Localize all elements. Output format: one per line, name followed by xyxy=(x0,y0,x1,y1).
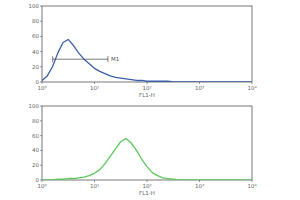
y-tick-label: 40 xyxy=(32,147,39,153)
y-tick-label: 20 xyxy=(32,64,39,70)
y-tick-label: 80 xyxy=(32,18,39,24)
x-tick xyxy=(147,180,148,182)
x-tick xyxy=(42,82,43,84)
x-tick xyxy=(199,180,200,182)
histogram-line xyxy=(42,139,252,180)
x-axis-label: FL1-H xyxy=(139,92,155,98)
x-tick xyxy=(94,180,95,182)
y-tick xyxy=(40,6,42,7)
x-tick xyxy=(94,82,95,84)
x-tick-label: 10⁴ xyxy=(247,183,257,189)
gate-label: M1 xyxy=(111,56,119,62)
x-tick-label: 10¹ xyxy=(90,85,99,91)
x-tick xyxy=(252,180,253,182)
y-tick-label: 80 xyxy=(32,118,39,124)
histogram-line xyxy=(42,39,252,82)
y-tick-label: 100 xyxy=(29,103,40,109)
x-tick xyxy=(147,82,148,84)
y-tick-label: 100 xyxy=(29,3,40,9)
y-tick xyxy=(40,120,42,121)
x-tick-label: 10² xyxy=(142,85,151,91)
x-tick-label: 10⁴ xyxy=(247,85,257,91)
x-axis-label: FL1-H xyxy=(139,190,155,196)
y-tick xyxy=(40,21,42,22)
x-tick-label: 10³ xyxy=(195,85,204,91)
x-tick-label: 10⁰ xyxy=(37,183,47,189)
x-tick-label: 10² xyxy=(142,183,151,189)
x-tick xyxy=(199,82,200,84)
x-tick-label: 10¹ xyxy=(90,183,99,189)
y-tick xyxy=(40,51,42,52)
plot-area xyxy=(42,39,252,82)
y-tick xyxy=(40,106,42,107)
plot-area xyxy=(42,139,252,180)
y-tick-label: 60 xyxy=(32,133,39,139)
gate-marker xyxy=(53,56,108,62)
x-tick-label: 10³ xyxy=(195,183,204,189)
y-tick-label: 60 xyxy=(32,33,39,39)
y-tick xyxy=(40,135,42,136)
x-tick-label: 10⁰ xyxy=(37,85,47,91)
figure: 02040608010010⁰10¹10²10³10⁴FL1-HM1020406… xyxy=(0,0,300,200)
plot-frame xyxy=(42,106,252,180)
y-tick xyxy=(40,150,42,151)
x-tick xyxy=(42,180,43,182)
panel: 02040608010010⁰10¹10²10³10⁴FL1-H xyxy=(29,103,258,196)
y-tick-label: 40 xyxy=(32,49,39,55)
y-tick xyxy=(40,36,42,37)
y-tick-label: 20 xyxy=(32,162,39,168)
plot-frame xyxy=(42,6,252,82)
y-tick xyxy=(40,165,42,166)
y-tick xyxy=(40,66,42,67)
panel: 02040608010010⁰10¹10²10³10⁴FL1-HM1 xyxy=(29,3,258,98)
x-tick xyxy=(252,82,253,84)
